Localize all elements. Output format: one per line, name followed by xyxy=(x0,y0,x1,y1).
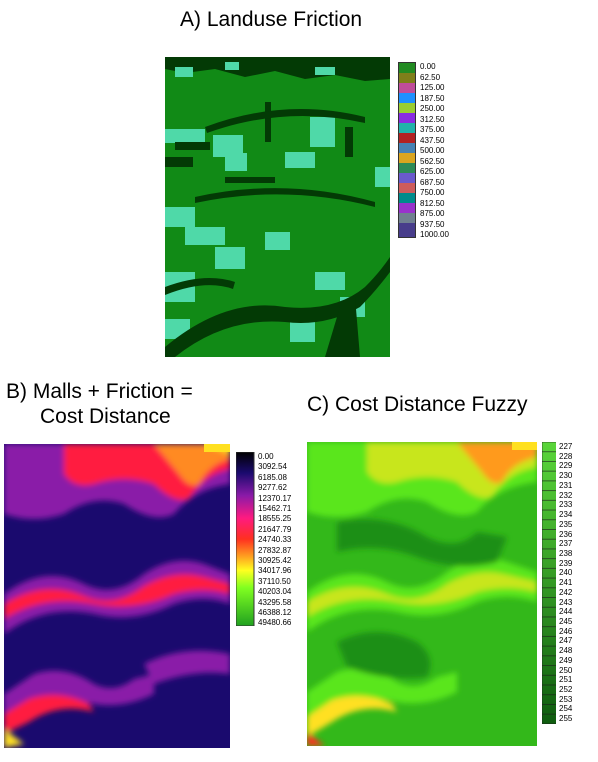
legend-a-label: 187.50 xyxy=(420,93,445,103)
legend-c-color-bar xyxy=(542,442,556,724)
cost-distance-map xyxy=(4,444,230,748)
legend-b-label: 18555.25 xyxy=(258,514,292,524)
title-cost-distance-line2: Cost Distance xyxy=(40,405,171,428)
legend-landuse-friction: 0.00 62.50 125.00 187.50 250.00 312.50 3… xyxy=(398,62,458,242)
legend-a-label: 125.00 xyxy=(420,83,445,92)
landuse-friction-raster xyxy=(165,57,390,357)
legend-b-label: 49480.66 xyxy=(258,618,292,628)
legend-c-label: 243 xyxy=(559,597,573,607)
legend-b-label: 46388.12 xyxy=(258,608,292,617)
legend-b-label: 37110.50 xyxy=(258,576,291,586)
cost-distance-raster xyxy=(4,444,230,748)
legend-a-label: 62.50 xyxy=(420,72,441,82)
legend-c-label: 230 xyxy=(559,471,573,481)
legend-c-label: 238 xyxy=(559,548,573,558)
legend-c-label: 232 xyxy=(559,490,573,500)
legend-a-label: 812.50 xyxy=(420,198,445,208)
legend-cost-distance: 0.00 3092.54 6185.08 9277.62 12370.17 15… xyxy=(236,452,298,628)
legend-a-label: 625.00 xyxy=(420,167,445,176)
cost-distance-fuzzy-raster xyxy=(307,442,537,746)
legend-a-label: 250.00 xyxy=(420,104,445,113)
legend-a-label: 687.50 xyxy=(420,177,445,187)
title-landuse-friction: A) Landuse Friction xyxy=(180,8,363,31)
legend-c-label: 253 xyxy=(559,694,573,704)
legend-c-label: 237 xyxy=(559,539,573,549)
legend-a-label: 1000.00 xyxy=(420,230,449,239)
legend-c-label: 249 xyxy=(559,655,573,665)
legend-c-label: 254 xyxy=(559,704,573,714)
legend-c-label: 244 xyxy=(559,607,573,617)
legend-a-label: 937.50 xyxy=(420,219,445,229)
legend-a-label: 875.00 xyxy=(420,209,445,218)
landuse-friction-map xyxy=(165,57,390,357)
legend-b-label: 34017.96 xyxy=(258,566,292,576)
legend-a-label: 437.50 xyxy=(420,135,445,145)
legend-a-label: 562.50 xyxy=(420,156,445,166)
legend-c-label: 247 xyxy=(559,636,573,646)
legend-b-label: 9277.62 xyxy=(258,483,287,493)
legend-a-label: 312.50 xyxy=(420,114,445,124)
legend-cost-distance-fuzzy: 227 228 229 230 231 232 233 234 235 236 … xyxy=(542,442,582,726)
legend-c-label: 239 xyxy=(559,558,573,568)
title-cost-distance-line1: B) Malls + Friction = xyxy=(6,380,193,403)
legend-c-label: 246 xyxy=(559,626,573,636)
legend-a-label: 500.00 xyxy=(420,146,445,155)
legend-c-label: 252 xyxy=(559,685,573,694)
legend-c-label: 251 xyxy=(559,675,573,685)
legend-c-label: 241 xyxy=(559,578,573,588)
legend-c-label: 240 xyxy=(559,568,573,578)
cost-distance-fuzzy-map xyxy=(307,442,537,746)
legend-a-label: 375.00 xyxy=(420,125,445,134)
legend-c-label: 245 xyxy=(559,617,573,626)
legend-c-label: 236 xyxy=(559,529,573,539)
legend-b-label: 21647.79 xyxy=(258,524,292,534)
legend-a-label: 0.00 xyxy=(420,62,436,71)
legend-b-label: 40203.04 xyxy=(258,587,292,597)
legend-c-label: 242 xyxy=(559,587,573,597)
title-cost-distance-fuzzy: C) Cost Distance Fuzzy xyxy=(307,393,528,416)
legend-b-label: 3092.54 xyxy=(258,462,287,472)
legend-b-label: 43295.58 xyxy=(258,597,292,607)
legend-a-label: 750.00 xyxy=(420,188,445,197)
legend-c-label: 228 xyxy=(559,451,573,461)
legend-c-label: 227 xyxy=(559,442,573,451)
legend-c-label: 250 xyxy=(559,665,573,675)
legend-a-color-bar xyxy=(398,62,416,238)
legend-b-label: 15462.71 xyxy=(258,504,292,513)
legend-c-label: 231 xyxy=(559,480,573,490)
legend-c-label: 229 xyxy=(559,461,573,471)
legend-c-label: 234 xyxy=(559,510,573,519)
legend-b-label: 0.00 xyxy=(258,452,274,461)
legend-b-label: 12370.17 xyxy=(258,493,292,503)
legend-c-label: 235 xyxy=(559,519,573,529)
legend-c-label: 233 xyxy=(559,500,573,510)
legend-b-label: 6185.08 xyxy=(258,472,287,482)
legend-b-label: 24740.33 xyxy=(258,535,292,545)
legend-b-label: 30925.42 xyxy=(258,556,292,565)
legend-b-label: 27832.87 xyxy=(258,545,292,555)
legend-c-label: 248 xyxy=(559,646,573,656)
legend-c-label: 255 xyxy=(559,714,573,724)
legend-b-color-bar xyxy=(236,452,255,626)
